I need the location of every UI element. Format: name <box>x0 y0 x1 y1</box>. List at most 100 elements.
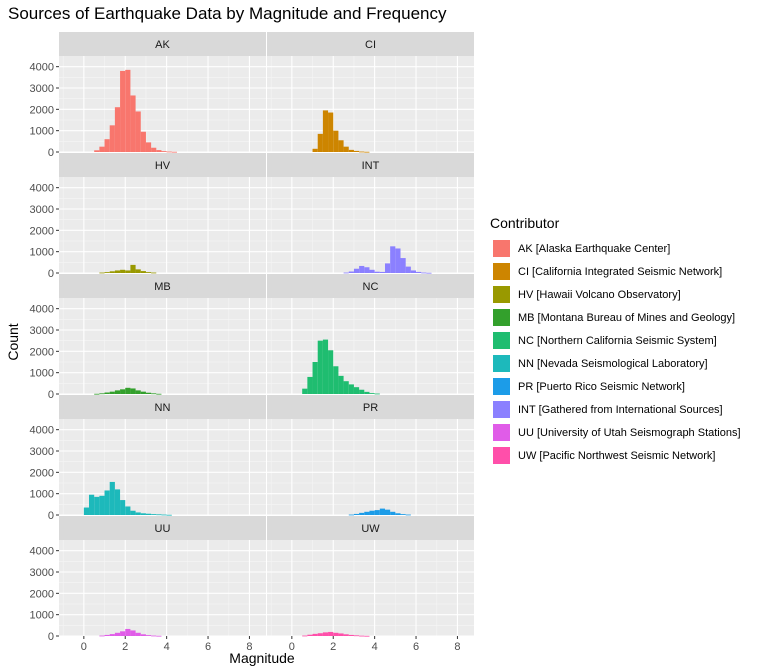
histogram-bar-int <box>426 272 432 274</box>
legend-swatch <box>493 263 510 280</box>
panel-background-mb <box>59 298 266 394</box>
legend-swatch <box>493 286 510 303</box>
histogram-bar-hv <box>130 264 136 273</box>
histogram-bar-ci <box>317 133 323 152</box>
facet-label-mb: MB <box>154 281 171 293</box>
histogram-bar-int <box>395 248 401 273</box>
y-tick-label: 4000 <box>30 425 54 437</box>
histogram-bar-ak <box>145 142 152 152</box>
histogram-bar-int <box>359 265 365 273</box>
histogram-bar-nc <box>369 393 375 394</box>
y-tick-label: 1000 <box>30 247 54 259</box>
histogram-bar-uw <box>302 635 308 637</box>
x-tick-label: 8 <box>454 641 460 653</box>
y-tick-label: 3000 <box>30 83 54 95</box>
histogram-bar-uu <box>109 634 115 636</box>
histogram-bar-pr <box>390 511 396 515</box>
facet-strip-uu <box>59 516 266 540</box>
legend-swatch <box>493 401 510 418</box>
histogram-bar-ci <box>312 148 318 152</box>
histogram-bar-ak <box>156 150 162 152</box>
histogram-bar-nn <box>94 496 100 515</box>
legend-item: MB [Montana Bureau of Mines and Geology] <box>490 306 741 329</box>
histogram-bar-int <box>364 267 370 273</box>
histogram-bar-uu <box>145 635 152 636</box>
x-tick-label: 4 <box>372 641 378 653</box>
histogram-bar-pr <box>384 509 391 515</box>
histogram-bar-pr <box>369 510 375 515</box>
legend-swatch <box>493 332 510 349</box>
legend-item: NN [Nevada Seismological Laboratory] <box>490 352 741 375</box>
histogram-bar-uw <box>364 635 370 637</box>
histogram-bar-mb <box>145 392 152 394</box>
histogram-bar-pr <box>364 511 370 515</box>
histogram-bar-nn <box>104 490 110 515</box>
histogram-bar-nn <box>114 489 121 515</box>
histogram-bar-ci <box>348 149 354 152</box>
histogram-bar-nc <box>307 376 313 394</box>
histogram-bar-ak <box>140 131 146 152</box>
histogram-bar-uu <box>114 632 121 636</box>
histogram-bar-pr <box>405 514 411 516</box>
legend-label: NC [Northern California Seismic System] <box>518 334 717 347</box>
histogram-bar-uw <box>328 631 334 636</box>
panel-background-ak <box>59 56 266 152</box>
histogram-bar-uw <box>359 635 365 637</box>
legend-swatch <box>493 424 510 441</box>
y-tick-label: 4000 <box>30 304 54 316</box>
y-tick-label: 0 <box>48 268 54 280</box>
legend-item: AK [Alaska Earthquake Center] <box>490 237 741 260</box>
facet-strip-uw <box>267 516 474 540</box>
histogram-bar-mb <box>99 393 105 395</box>
histogram-bar-hv <box>104 272 110 273</box>
histogram-bar-ak <box>94 150 100 152</box>
histogram-bar-pr <box>400 514 406 515</box>
legend-item: UU [University of Utah Seismograph Stati… <box>490 421 741 444</box>
legend-item: INT [Gathered from International Sources… <box>490 398 741 421</box>
legend-label: MB [Montana Bureau of Mines and Geology] <box>518 311 736 324</box>
histogram-bar-ak <box>135 111 141 152</box>
chart-title: Sources of Earthquake Data by Magnitude … <box>8 4 447 23</box>
histogram-bar-ak <box>161 151 167 152</box>
facet-strip-int <box>267 153 474 177</box>
histogram-bar-nc <box>312 362 318 394</box>
x-tick-label: 2 <box>122 641 128 653</box>
histogram-bar-nc <box>317 340 323 394</box>
histogram-bar-ci <box>353 150 360 152</box>
x-tick-label: 8 <box>246 641 252 653</box>
histogram-bar-mb <box>140 391 146 394</box>
histogram-bar-pr <box>374 510 380 515</box>
histogram-bar-nc <box>343 381 349 394</box>
x-tick-label: 6 <box>205 641 211 653</box>
legend-item: UW [Pacific Northwest Seismic Network] <box>490 444 741 467</box>
histogram-bar-ci <box>338 140 344 152</box>
histogram-bar-nn <box>120 500 126 515</box>
facet-strip-nc <box>267 274 474 298</box>
y-tick-label: 1000 <box>30 610 54 622</box>
y-tick-label: 1000 <box>30 368 54 380</box>
histogram-bar-ak <box>104 139 110 152</box>
histogram-bar-nn <box>109 481 115 515</box>
legend-label: UU [University of Utah Seismograph Stati… <box>518 426 741 439</box>
histogram-bar-hv <box>99 272 105 274</box>
histogram-bar-mb <box>94 393 100 395</box>
x-tick-label: 0 <box>289 641 295 653</box>
histogram-bar-nn <box>125 506 131 515</box>
histogram-bar-nc <box>322 339 329 394</box>
histogram-bar-int <box>416 271 422 273</box>
legend-label: UW [Pacific Northwest Seismic Network] <box>518 449 716 462</box>
histogram-bar-hv <box>135 269 141 273</box>
facet-label-int: INT <box>362 160 380 172</box>
y-tick-label: 4000 <box>30 183 54 195</box>
facet-label-uw: UW <box>361 523 380 535</box>
panel-background-hv <box>59 177 266 273</box>
histogram-bar-int <box>405 266 411 273</box>
histogram-bar-int <box>410 270 417 273</box>
histogram-bar-int <box>343 272 349 274</box>
histogram-bar-ak <box>99 146 105 152</box>
legend-swatch <box>493 378 510 395</box>
y-tick-label: 0 <box>48 389 54 401</box>
legend-label: CI [California Integrated Seismic Networ… <box>518 265 723 278</box>
histogram-bar-nn <box>166 514 172 516</box>
histogram-bar-ak <box>109 125 115 152</box>
